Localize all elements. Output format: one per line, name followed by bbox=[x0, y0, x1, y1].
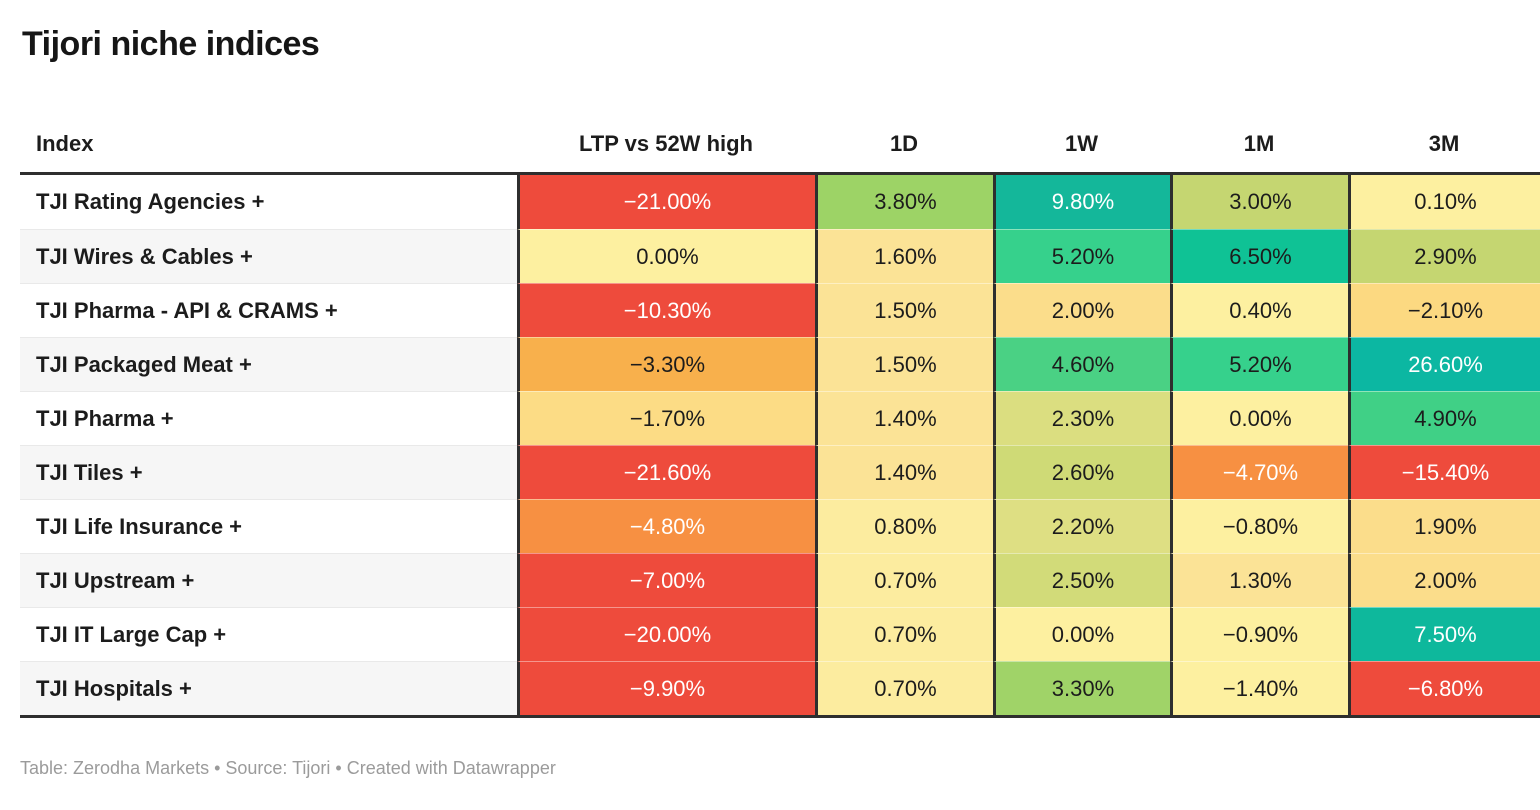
value-cell-1m: 1.30% bbox=[1170, 553, 1348, 607]
value-cell-1d: 0.70% bbox=[815, 553, 993, 607]
value-cell-3m: 7.50% bbox=[1348, 607, 1540, 661]
value-cell-1w: 5.20% bbox=[993, 229, 1170, 283]
value-cell-3m: 1.90% bbox=[1348, 499, 1540, 553]
table-row: TJI IT Large Cap + −20.00% 0.70% 0.00% −0.90… bbox=[20, 607, 1540, 661]
row-label: TJI IT Large Cap + bbox=[20, 607, 517, 661]
table-row: TJI Rating Agencies + −21.00% 3.80% 9.80% 3.… bbox=[20, 175, 1540, 229]
value-cell-1m: −0.90% bbox=[1170, 607, 1348, 661]
value-cell-3m: 0.10% bbox=[1348, 175, 1540, 229]
value-cell-1m: 3.00% bbox=[1170, 175, 1348, 229]
table-header-row: Index LTP vs 52W high 1D 1W 1M 3M bbox=[20, 116, 1540, 175]
value-cell-1w: 9.80% bbox=[993, 175, 1170, 229]
table-row: TJI Hospitals + −9.90% 0.70% 3.30% −1.40% −6.… bbox=[20, 661, 1540, 715]
table-row: TJI Life Insurance + −4.80% 0.80% 2.20% −0.8… bbox=[20, 499, 1540, 553]
col-header-1m: 1M bbox=[1243, 131, 1275, 156]
col-header-3m: 3M bbox=[1428, 131, 1460, 156]
value-cell-1w: 4.60% bbox=[993, 337, 1170, 391]
value-cell-3m: −6.80% bbox=[1348, 661, 1540, 715]
col-header-1w: 1W bbox=[1065, 131, 1098, 156]
value-cell-3m: −2.10% bbox=[1348, 283, 1540, 337]
value-cell-1w: 2.50% bbox=[993, 553, 1170, 607]
value-cell-1d: 0.70% bbox=[815, 661, 993, 715]
table-footer: Table: Zerodha Markets • Source: Tijori … bbox=[20, 758, 556, 778]
value-cell-1m: −4.70% bbox=[1170, 445, 1348, 499]
table-body: TJI Rating Agencies + −21.00% 3.80% 9.80% 3.… bbox=[20, 175, 1540, 718]
value-cell-ltp-vs-52w-high: −1.70% bbox=[517, 391, 815, 445]
row-label: TJI Packaged Meat + bbox=[20, 337, 517, 391]
table-row: TJI Pharma + −1.70% 1.40% 2.30% 0.00% 4.90% bbox=[20, 391, 1540, 445]
row-label: TJI Hospitals + bbox=[20, 661, 517, 715]
value-cell-3m: 2.90% bbox=[1348, 229, 1540, 283]
table-row: TJI Upstream + −7.00% 0.70% 2.50% 1.30% 2.00% bbox=[20, 553, 1540, 607]
value-cell-1d: 3.80% bbox=[815, 175, 993, 229]
value-cell-1d: 1.50% bbox=[815, 337, 993, 391]
value-cell-ltp-vs-52w-high: −4.80% bbox=[517, 499, 815, 553]
row-label: TJI Tiles + bbox=[20, 445, 517, 499]
value-cell-1w: 2.60% bbox=[993, 445, 1170, 499]
value-cell-ltp-vs-52w-high: −9.90% bbox=[517, 661, 815, 715]
value-cell-1w: 2.00% bbox=[993, 283, 1170, 337]
value-cell-ltp-vs-52w-high: −21.00% bbox=[517, 175, 815, 229]
row-label: TJI Upstream + bbox=[20, 553, 517, 607]
value-cell-1d: 0.80% bbox=[815, 499, 993, 553]
value-cell-ltp-vs-52w-high: −21.60% bbox=[517, 445, 815, 499]
value-cell-1w: 2.20% bbox=[993, 499, 1170, 553]
table-row: TJI Wires & Cables +0.00% 1.60% 5.20% 6.50%… bbox=[20, 229, 1540, 283]
row-label: TJI Rating Agencies + bbox=[20, 175, 517, 229]
value-cell-1d: 1.60% bbox=[815, 229, 993, 283]
value-cell-1w: 0.00% bbox=[993, 607, 1170, 661]
row-label: TJI Wires & Cables + bbox=[20, 229, 517, 283]
value-cell-ltp-vs-52w-high: −20.00% bbox=[517, 607, 815, 661]
value-cell-ltp-vs-52w-high: −3.30% bbox=[517, 337, 815, 391]
value-cell-1m: −1.40% bbox=[1170, 661, 1348, 715]
indices-table: Index LTP vs 52W high 1D 1W 1M 3M TJI Ra… bbox=[20, 116, 1540, 718]
page-title: Tijori niche indices bbox=[22, 25, 320, 63]
value-cell-1d: 0.70% bbox=[815, 607, 993, 661]
value-cell-1d: 1.40% bbox=[815, 391, 993, 445]
value-cell-1m: 6.50% bbox=[1170, 229, 1348, 283]
col-header-1d: 1D bbox=[889, 131, 919, 156]
value-cell-1d: 1.40% bbox=[815, 445, 993, 499]
value-cell-1m: 0.00% bbox=[1170, 391, 1348, 445]
value-cell-1m: 0.40% bbox=[1170, 283, 1348, 337]
value-cell-3m: 2.00% bbox=[1348, 553, 1540, 607]
value-cell-ltp-vs-52w-high: −10.30% bbox=[517, 283, 815, 337]
value-cell-3m: 4.90% bbox=[1348, 391, 1540, 445]
value-cell-ltp-vs-52w-high: −7.00% bbox=[517, 553, 815, 607]
table-row: TJI Tiles + −21.60% 1.40% 2.60% −4.70% −15.40… bbox=[20, 445, 1540, 499]
col-header-ltp-vs-52w-high: LTP vs 52W high bbox=[579, 131, 753, 156]
row-label: TJI Pharma - API & CRAMS + bbox=[20, 283, 517, 337]
table-row: TJI Packaged Meat + −3.30% 1.50% 4.60% 5.20%… bbox=[20, 337, 1540, 391]
row-label: TJI Pharma + bbox=[20, 391, 517, 445]
value-cell-ltp-vs-52w-high: 0.00% bbox=[517, 229, 815, 283]
col-header-index: Index bbox=[36, 131, 94, 156]
value-cell-3m: −15.40% bbox=[1348, 445, 1540, 499]
value-cell-1m: 5.20% bbox=[1170, 337, 1348, 391]
value-cell-3m: 26.60% bbox=[1348, 337, 1540, 391]
table-row: TJI Pharma - API & CRAMS + −10.30% 1.50% 2.… bbox=[20, 283, 1540, 337]
value-cell-1m: −0.80% bbox=[1170, 499, 1348, 553]
row-label: TJI Life Insurance + bbox=[20, 499, 517, 553]
value-cell-1d: 1.50% bbox=[815, 283, 993, 337]
value-cell-1w: 2.30% bbox=[993, 391, 1170, 445]
value-cell-1w: 3.30% bbox=[993, 661, 1170, 715]
